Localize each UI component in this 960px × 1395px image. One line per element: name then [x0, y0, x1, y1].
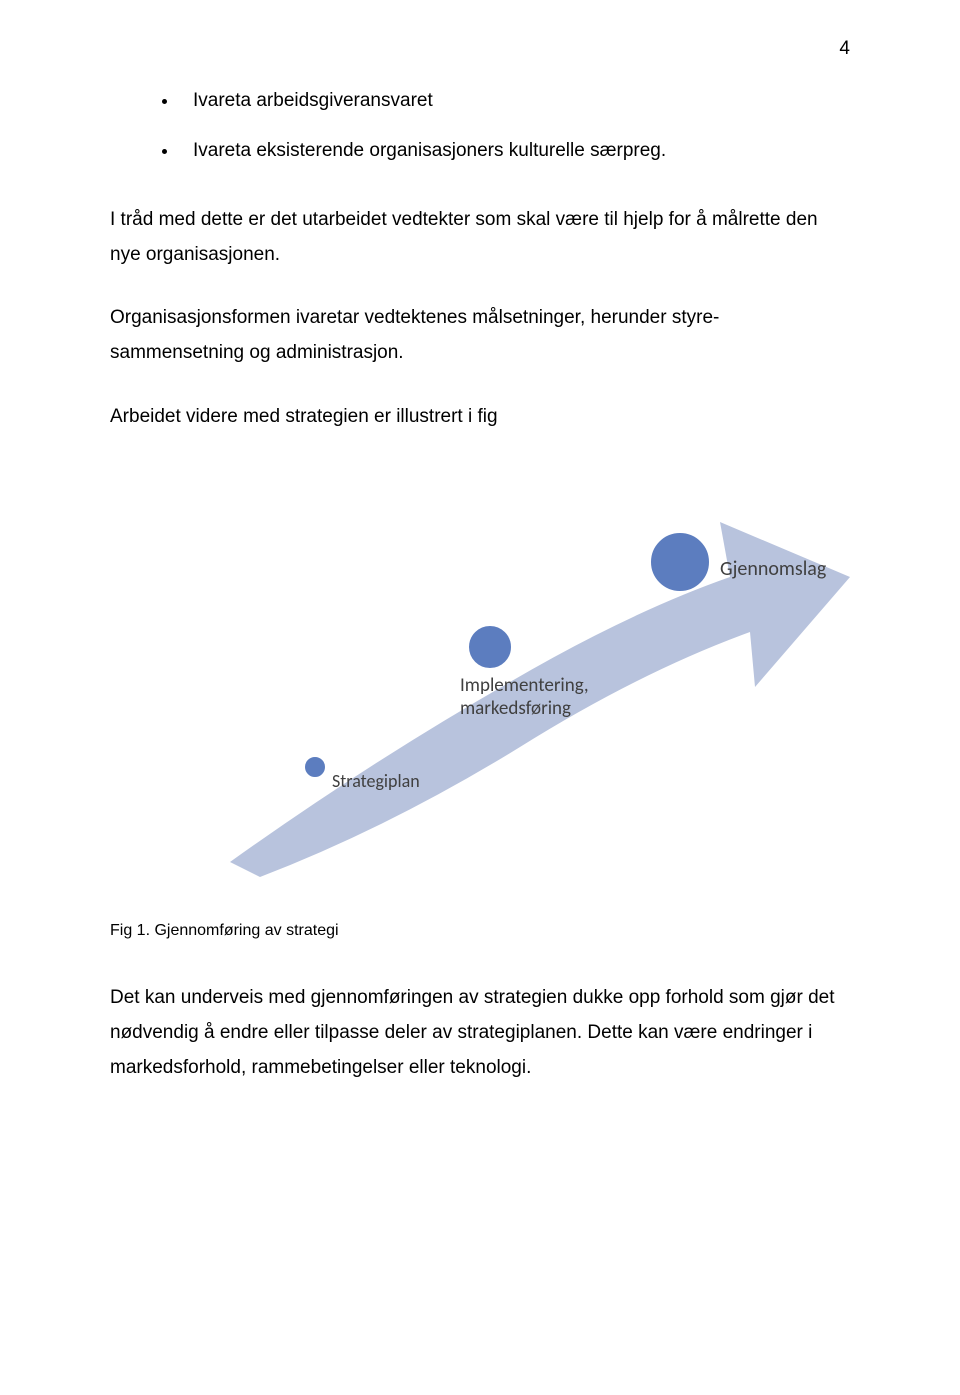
- node-label-gjennomslag: Gjennomslag: [720, 557, 826, 581]
- strategy-figure: Strategiplan Implementering,markedsførin…: [110, 462, 850, 892]
- bullet-list: Ivareta arbeidsgiveransvaret Ivareta eks…: [162, 90, 850, 162]
- figure-caption: Fig 1. Gjennomføring av strategi: [110, 922, 850, 940]
- bullet-icon: [162, 99, 167, 104]
- node-label-implementering: Implementering,markedsføring: [460, 674, 589, 720]
- paragraph: Organisasjonsformen ivaretar vedtektenes…: [110, 300, 850, 370]
- node-circle-strategiplan: [304, 756, 326, 778]
- page-number: 4: [839, 38, 850, 60]
- node-circle-implementering: [468, 625, 512, 669]
- bullet-text: Ivareta eksisterende organisasjoners kul…: [193, 140, 666, 162]
- paragraph: I tråd med dette er det utarbeidet vedte…: [110, 202, 850, 272]
- paragraph: Arbeidet videre med strategien er illust…: [110, 399, 850, 434]
- node-circle-gjennomslag: [650, 532, 710, 592]
- list-item: Ivareta arbeidsgiveransvaret: [162, 90, 850, 112]
- node-label-strategiplan: Strategiplan: [332, 770, 420, 792]
- bullet-icon: [162, 149, 167, 154]
- list-item: Ivareta eksisterende organisasjoners kul…: [162, 140, 850, 162]
- paragraph: Det kan underveis med gjennomføringen av…: [110, 980, 850, 1085]
- bullet-text: Ivareta arbeidsgiveransvaret: [193, 90, 433, 112]
